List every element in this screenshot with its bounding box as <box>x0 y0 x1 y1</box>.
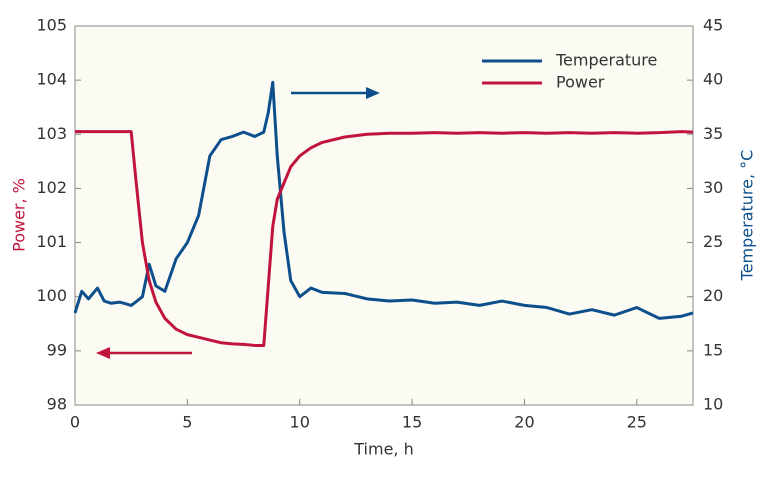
arrow-head <box>96 347 110 359</box>
x-axis-label: Time, h <box>353 440 413 459</box>
x-tick-label: 10 <box>290 413 310 432</box>
y-tick-label: 98 <box>47 395 67 414</box>
y-tick-label: 99 <box>47 340 67 359</box>
y-tick-label: 102 <box>36 178 67 197</box>
series-line <box>73 80 694 320</box>
x-tick-label: 15 <box>402 413 422 432</box>
y2-tick-label: 10 <box>703 395 723 414</box>
y-tick-label: 101 <box>36 232 67 251</box>
y2-tick-label: 15 <box>703 340 723 359</box>
legend-label: Temperature <box>555 51 657 70</box>
y2-tick-label: 35 <box>703 124 723 143</box>
arrow-head <box>366 87 380 99</box>
y2-tick-label: 45 <box>703 16 723 35</box>
y2-tick-label: 40 <box>703 70 723 89</box>
y-tick-label: 105 <box>36 16 67 35</box>
y-axis-label: Power, % <box>10 178 29 252</box>
series-line <box>75 130 694 347</box>
x-tick-label: 5 <box>182 413 192 432</box>
y-tick-label: 104 <box>36 70 67 89</box>
legend-label: Power <box>556 73 605 92</box>
x-tick-label: 25 <box>627 413 647 432</box>
y2-axis-label: Temperature, °C <box>738 150 757 282</box>
plot-area <box>74 25 694 406</box>
x-tick-label: 20 <box>514 413 534 432</box>
annotation-arrows <box>96 87 380 359</box>
y2-tick-label: 20 <box>703 286 723 305</box>
x-tick-label: 0 <box>70 413 80 432</box>
y-tick-label: 103 <box>36 124 67 143</box>
y2-tick-label: 25 <box>703 232 723 251</box>
y2-tick-label: 30 <box>703 178 723 197</box>
y-tick-label: 100 <box>36 286 67 305</box>
